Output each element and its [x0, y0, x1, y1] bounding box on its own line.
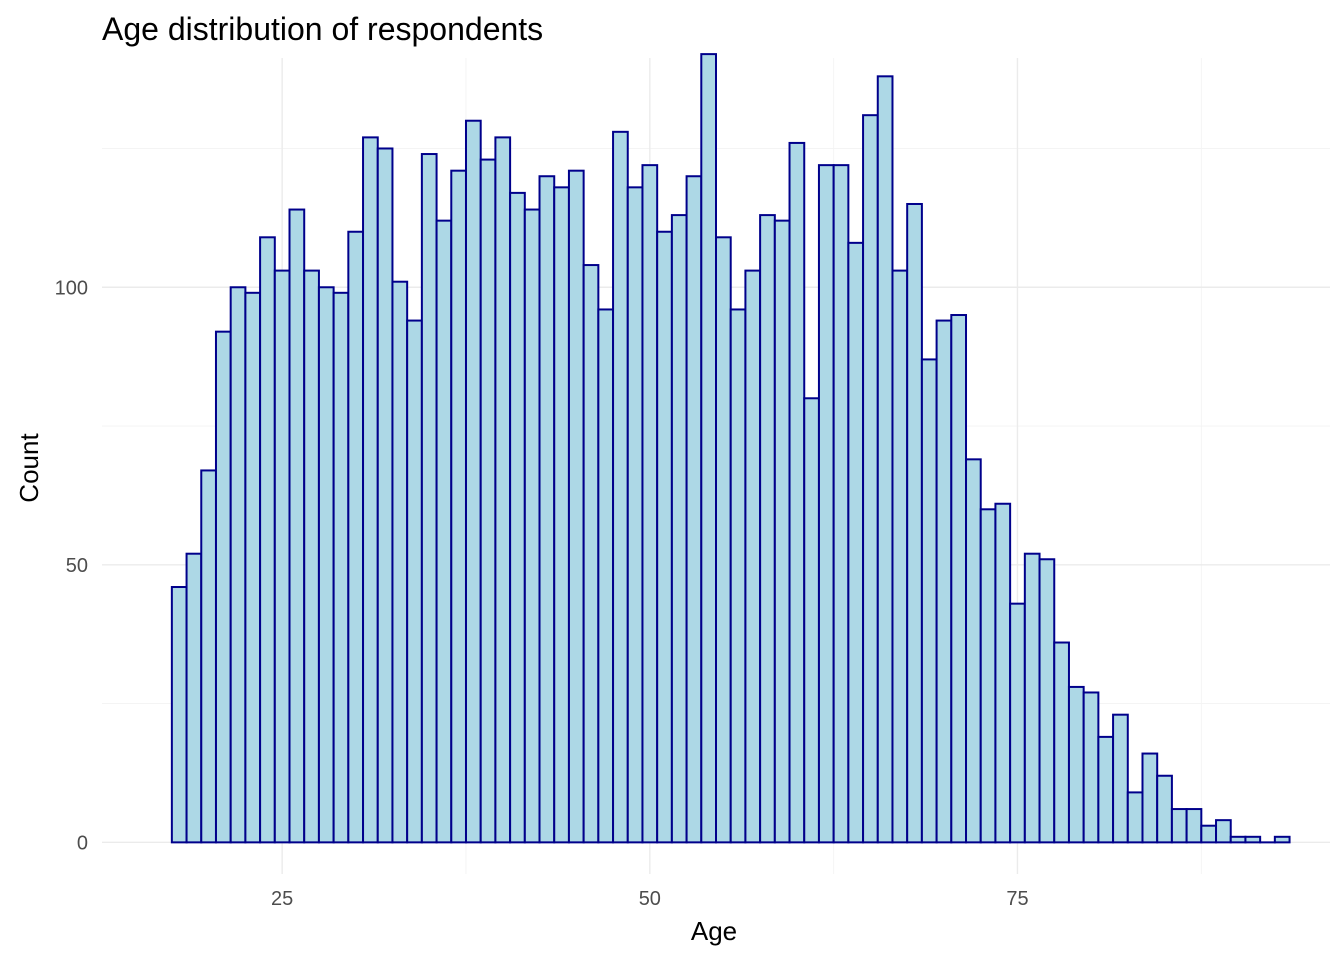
histogram-bar [935, 319, 953, 844]
y-tick-label: 0 [77, 832, 88, 854]
x-tick-label: 25 [271, 888, 293, 910]
histogram-bar [303, 269, 320, 844]
histogram-bar [1009, 602, 1026, 844]
y-axis-title: Count [14, 433, 44, 503]
histogram-bar [1244, 835, 1262, 844]
histogram-bar [1156, 774, 1173, 844]
histogram-bar [1170, 808, 1188, 844]
histogram-bar [1053, 641, 1070, 844]
histogram-bar [567, 169, 585, 844]
histogram-bar [376, 147, 394, 844]
histogram-bar [920, 358, 938, 844]
histogram-bar [273, 269, 291, 844]
histogram-bar [1082, 691, 1100, 844]
histogram-bar [979, 508, 997, 844]
y-axis-tick-labels: 0 50 100 [55, 277, 88, 854]
histogram-bar [1097, 735, 1115, 844]
histogram-bar [538, 175, 556, 844]
histogram-bar [891, 269, 909, 844]
histogram-bar [259, 236, 276, 844]
histogram-bar [406, 319, 423, 844]
histogram-bar [185, 552, 203, 844]
histogram-bar [1126, 791, 1144, 844]
x-tick-label: 75 [1006, 888, 1028, 910]
histogram-bar [1185, 808, 1203, 844]
histogram-bar [553, 186, 570, 844]
histogram-bar [729, 308, 747, 844]
histogram-bar [803, 397, 820, 844]
histogram-bar [817, 164, 835, 844]
histogram-bar [670, 214, 688, 844]
histogram-bar [1141, 752, 1159, 844]
histogram-bar [847, 241, 865, 844]
histogram-bar [347, 230, 365, 844]
chart-title: Age distribution of respondents [102, 11, 543, 47]
histogram-bar [906, 202, 923, 844]
histogram-bar [759, 214, 776, 844]
histogram-bar [332, 291, 350, 844]
histogram-bar [435, 219, 453, 844]
histogram-bar [464, 119, 482, 844]
histogram-bar [1038, 558, 1056, 844]
histogram-bar [229, 286, 247, 844]
histogram-bar [612, 130, 629, 844]
histogram-bar [965, 458, 982, 844]
histogram-bar [288, 208, 306, 844]
histogram-bar [479, 158, 497, 844]
x-axis-title: Age [691, 916, 737, 946]
histogram-bar [450, 169, 467, 844]
histogram-bar [597, 308, 615, 844]
y-tick-label: 100 [55, 277, 88, 299]
histogram-bars [170, 53, 1291, 844]
histogram-bar [244, 291, 262, 844]
histogram-bar [509, 191, 526, 844]
histogram-bar [1112, 713, 1129, 844]
histogram-bar [1200, 824, 1218, 844]
histogram-bar [523, 208, 541, 844]
histogram-bar [582, 264, 600, 844]
histogram-bar [715, 236, 732, 844]
histogram-bar [362, 136, 379, 844]
histogram-bar [656, 230, 673, 844]
x-tick-label: 50 [639, 888, 661, 910]
y-tick-label: 50 [66, 555, 88, 577]
histogram-bar [950, 314, 968, 844]
histogram-bar [744, 269, 762, 844]
histogram-bar [1215, 819, 1232, 844]
histogram-bar [994, 502, 1012, 844]
histogram-bar [626, 186, 644, 844]
histogram-bar [1229, 835, 1247, 844]
histogram-bar [420, 153, 438, 844]
x-axis-tick-labels: 25 50 75 [271, 888, 1029, 910]
histogram-bar [200, 469, 217, 844]
histogram-bar [876, 75, 894, 844]
histogram-bar [1067, 685, 1085, 844]
histogram-bar [788, 141, 806, 844]
histogram-bar [641, 164, 659, 844]
histogram-bar [773, 219, 791, 844]
histogram-bar [1023, 552, 1041, 844]
histogram-bar [700, 53, 717, 844]
histogram-bar [1273, 835, 1291, 844]
histogram-bar [214, 330, 232, 844]
histogram-bar [317, 286, 335, 844]
histogram-bar [170, 586, 188, 844]
histogram-bar [832, 164, 850, 844]
histogram-bar [685, 175, 703, 844]
histogram-bar [862, 114, 879, 844]
histogram-bar [391, 280, 409, 844]
histogram-bar [494, 136, 512, 844]
